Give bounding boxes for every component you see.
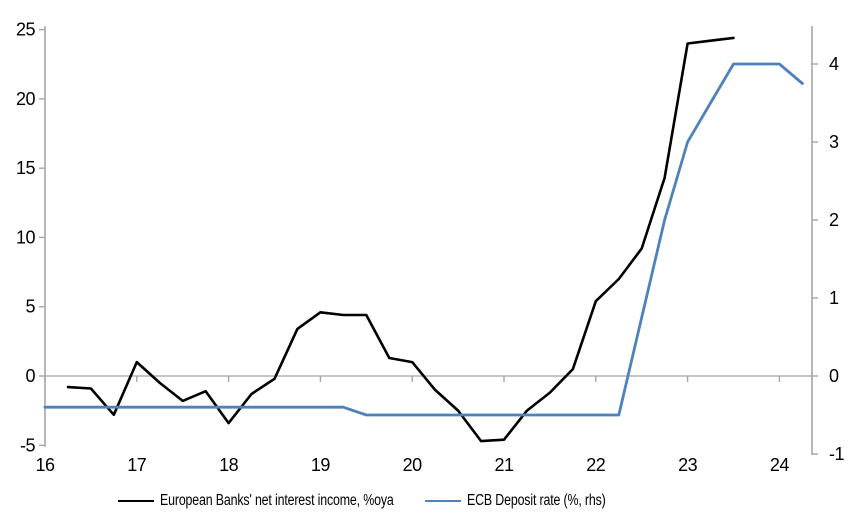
left-axis-label-15: 15 [16,158,36,178]
left-axis-label-25: 25 [16,20,36,40]
x-axis-label-18: 18 [219,455,239,475]
right-axis-label-3: 3 [829,132,839,152]
chart-legend: European Banks' net interest income, %oy… [0,490,852,518]
left-axis-label-0: 0 [25,366,35,386]
legend-label-net-interest-income: European Banks' net interest income, %oy… [160,492,394,509]
legend-label-ecb-deposit-rate: ECB Deposit rate (%, rhs) [467,492,606,509]
right-axis-label-1: 1 [829,288,839,308]
legend-swatch-ecb-deposit-rate [425,500,461,502]
x-axis-label-16: 16 [35,455,55,475]
legend-swatch-net-interest-income [118,500,154,502]
series-line-net-interest-income [66,36,735,443]
x-axis-label-17: 17 [127,455,147,475]
x-axis-label-24: 24 [770,455,790,475]
right-axis-label-2: 2 [829,210,839,230]
x-axis-label-20: 20 [403,455,423,475]
legend-item-net-interest-income: European Banks' net interest income, %oy… [118,490,452,512]
right-axis-label-0: 0 [829,366,839,386]
legend-item-ecb-deposit-rate: ECB Deposit rate (%, rhs) [425,490,640,512]
right-axis-label-4: 4 [829,54,839,74]
x-axis-label-22: 22 [586,455,606,475]
x-axis-label-23: 23 [678,455,698,475]
right-axis-label--1: -1 [829,444,844,464]
x-axis-label-19: 19 [311,455,331,475]
left-axis-label-5: 5 [25,297,35,317]
series-line-ecb-deposit-rate [43,62,804,417]
left-axis-label-20: 20 [16,89,36,109]
left-axis-label-10: 10 [16,227,36,247]
left-axis-label--5: -5 [20,435,35,455]
x-axis-label-21: 21 [494,455,514,475]
